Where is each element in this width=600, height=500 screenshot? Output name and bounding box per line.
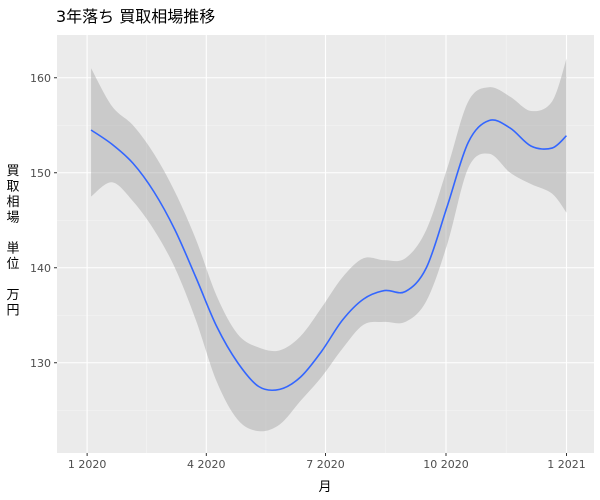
y-tick-label: 140 bbox=[30, 262, 51, 275]
chart-title: 3年落ち 買取相場推移 bbox=[56, 7, 215, 26]
confidence-band bbox=[91, 58, 567, 432]
x-tick-label: 4 2020 bbox=[187, 458, 226, 471]
x-tick-label: 7 2020 bbox=[306, 458, 345, 471]
y-tick-label: 130 bbox=[30, 357, 51, 370]
y-tick-label: 150 bbox=[30, 167, 51, 180]
x-axis-title: 月 bbox=[318, 480, 331, 495]
y-axis-title-char: 位 bbox=[6, 257, 19, 272]
y-axis-title-char: 場 bbox=[6, 211, 19, 226]
y-axis-title-char: 取 bbox=[6, 180, 19, 195]
y-axis-title-char: 相 bbox=[6, 195, 19, 210]
major-grid bbox=[57, 35, 594, 453]
y-axis-title-char: 買 bbox=[6, 164, 19, 179]
smooth-line bbox=[90, 119, 568, 392]
y-tick-label: 160 bbox=[30, 72, 51, 85]
y-axis-title-char: 円 bbox=[6, 304, 19, 319]
x-tick-label: 10 2020 bbox=[423, 458, 469, 471]
y-axis-title-char: 単 bbox=[6, 241, 19, 257]
x-tick-label: 1 2021 bbox=[547, 458, 586, 471]
x-tick-label: 1 2020 bbox=[68, 458, 107, 471]
y-axis-title-char: 万 bbox=[6, 288, 19, 303]
x-axis-ticks: 1 2020 4 2020 7 2020 10 2020 1 2021 bbox=[68, 453, 586, 471]
y-axis-ticks: 130 140 150 160 bbox=[30, 72, 57, 370]
